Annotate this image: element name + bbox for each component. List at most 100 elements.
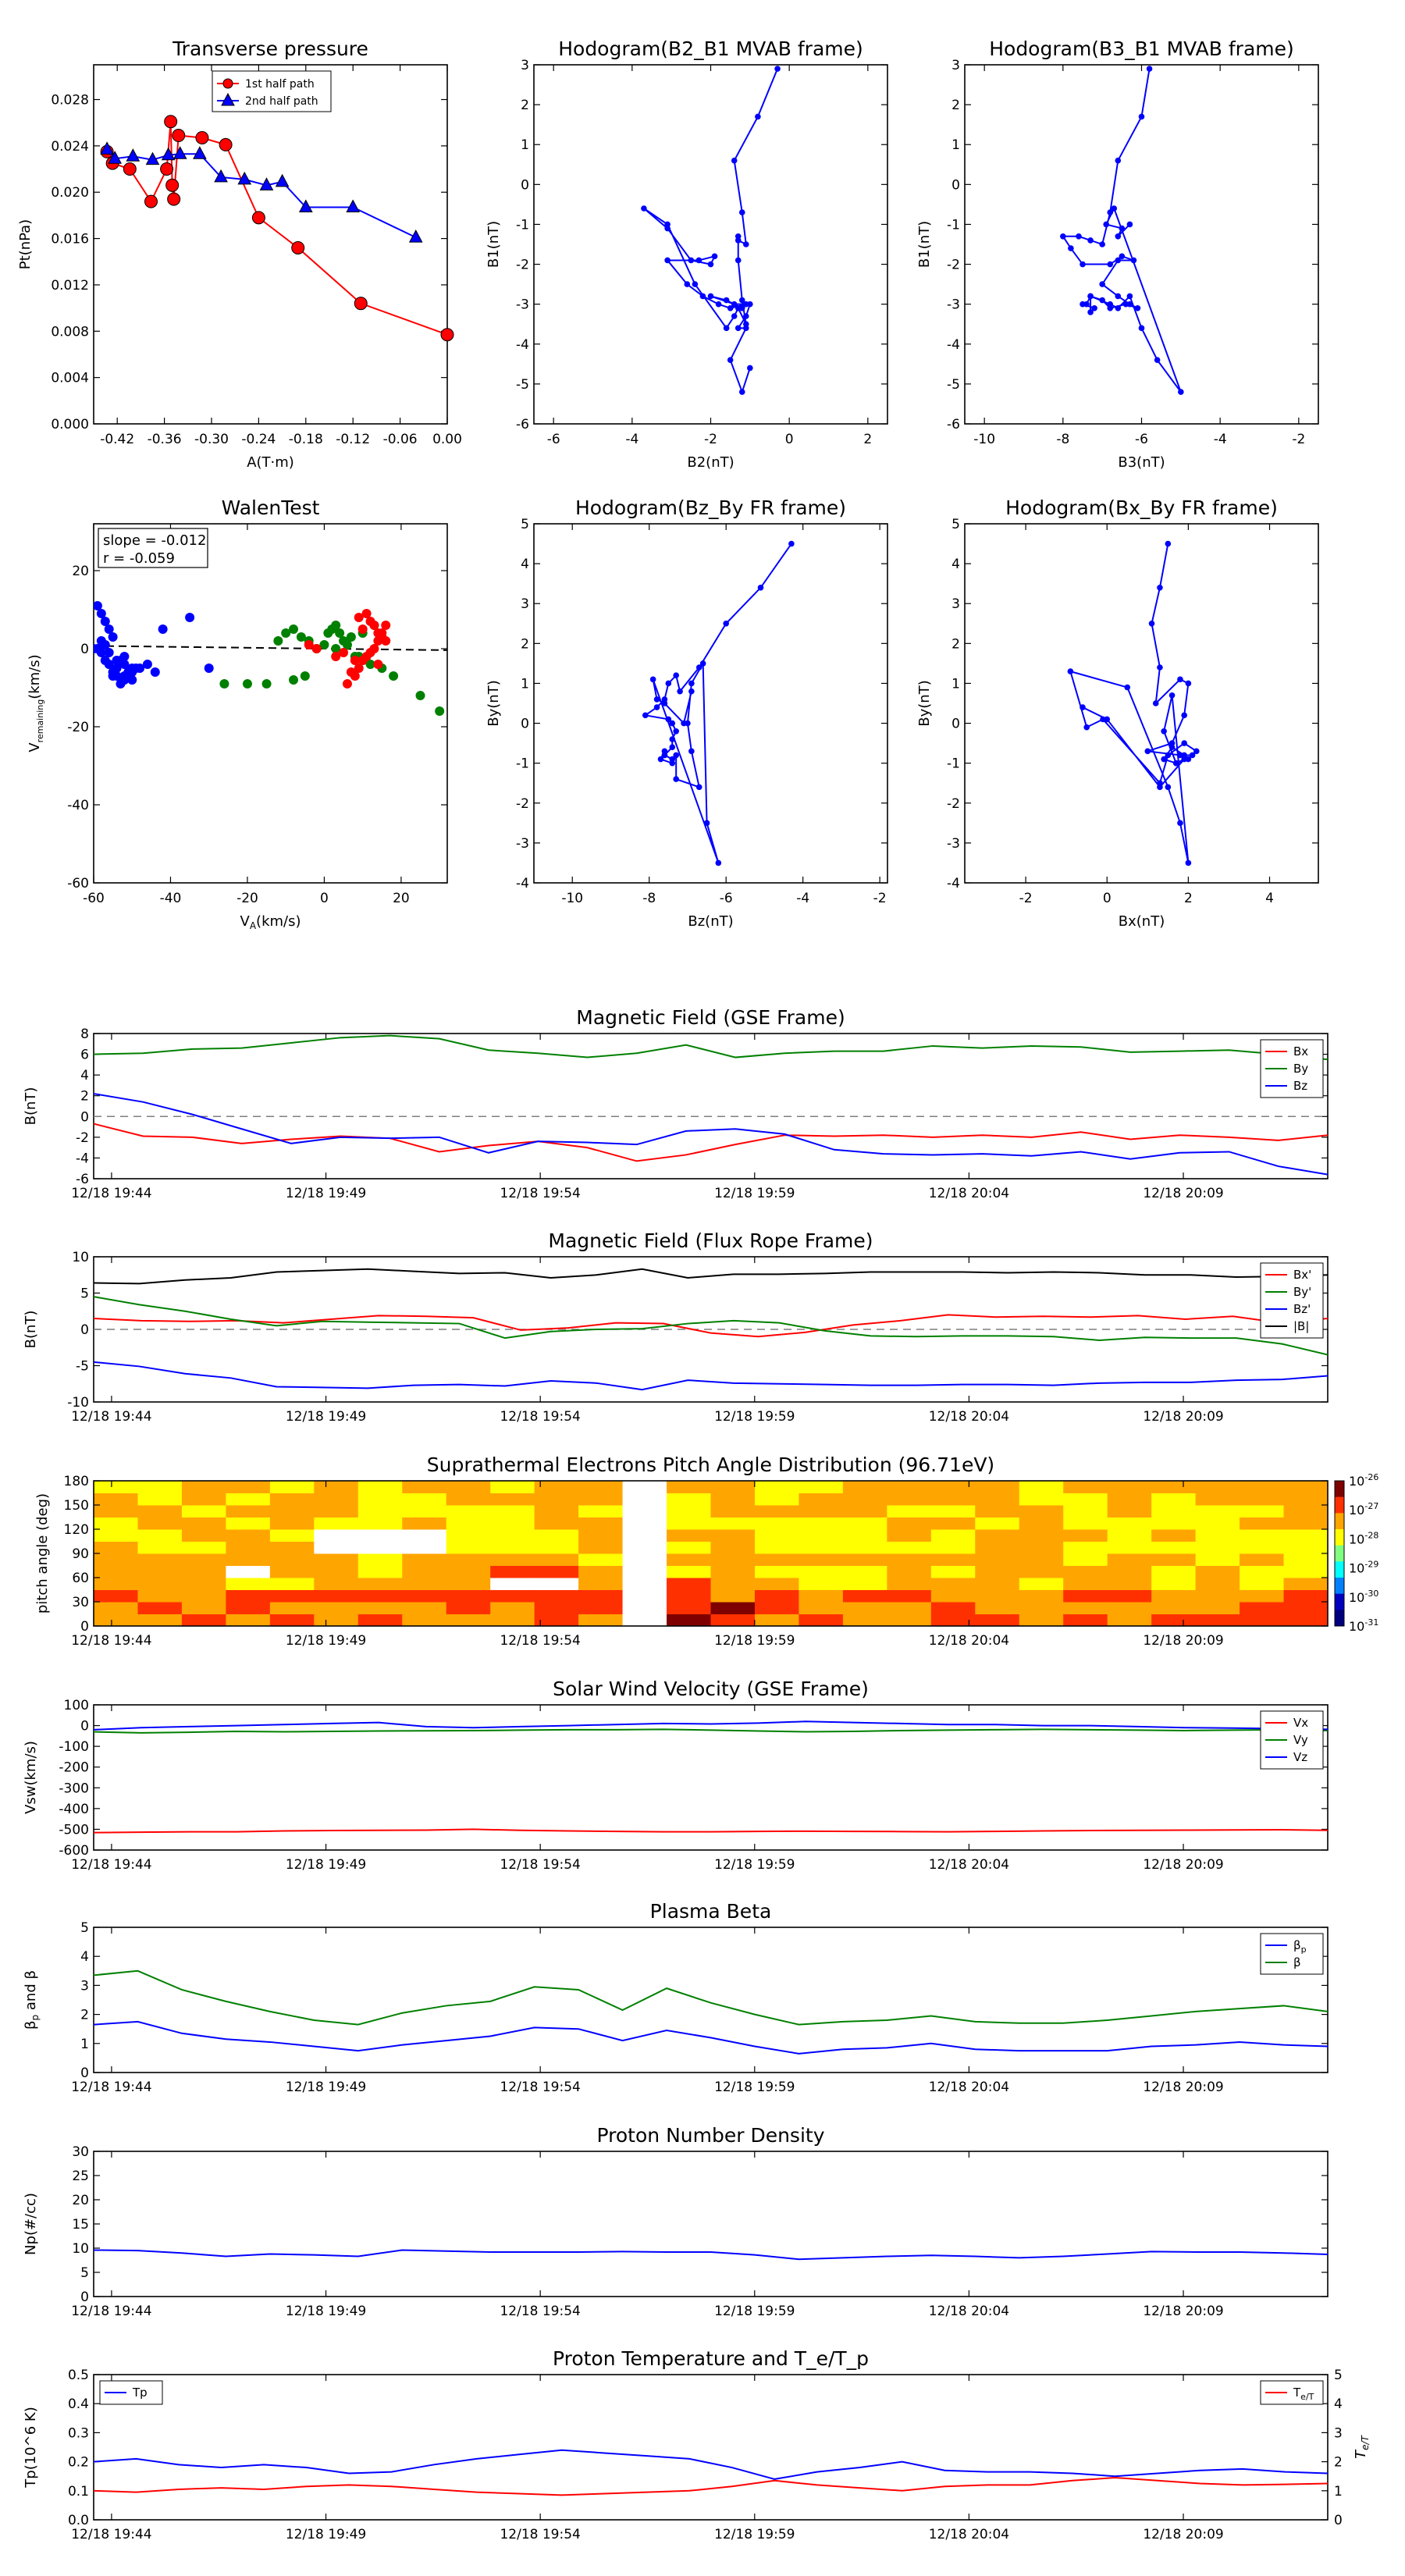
data-point [1165, 752, 1172, 759]
chart-h1: Hodogram(B2_B1 MVAB frame) -6 -5 -4 -3 -2 -1 0 1… [486, 37, 888, 471]
x-tick-label: 12/18 19:54 [500, 2080, 580, 2095]
heatmap-cell [1283, 1481, 1329, 1493]
y-tick-label: 0.028 [51, 93, 89, 109]
chart-h4: Hodogram(Bx_By FR frame) -4 -3 -2 -1 0 1 2 3 4 5 -2… [916, 496, 1319, 930]
legend-label: β [1293, 1955, 1301, 1969]
data-point [1115, 257, 1122, 264]
heatmap-cell [534, 1614, 579, 1627]
data-point [743, 325, 749, 332]
annotation-box [98, 528, 208, 568]
data-point [707, 293, 714, 300]
data-point [1134, 304, 1141, 311]
x-tick-label: 12/18 19:54 [500, 1186, 580, 1201]
data-point [1126, 221, 1133, 228]
heatmap-cell [975, 1541, 1020, 1554]
x-tick-label: 0 [1103, 891, 1112, 906]
y-tick-label: 100 [64, 1698, 89, 1713]
heatmap-cell [930, 1589, 976, 1603]
chart-tp: Proton Temperature and T_e/T_p 0.0 0.1 0.2 0… [23, 2347, 1371, 2542]
legend-label: By' [1293, 1285, 1311, 1299]
x-tick-label: -20 [237, 891, 258, 906]
heatmap-cell [1063, 1481, 1108, 1493]
y-tick-label: -4 [947, 876, 960, 891]
heatmap-cell [842, 1505, 887, 1517]
label-part: By [1293, 1062, 1308, 1076]
heatmap-cell [754, 1578, 799, 1590]
heatmap-cell [667, 1565, 711, 1578]
heatmap-cell [754, 1517, 799, 1530]
data-point [1076, 233, 1082, 240]
heatmap-cell [357, 1505, 403, 1517]
x-tick-label: 12/18 20:09 [1143, 2527, 1223, 2542]
heatmap-cell [667, 1614, 711, 1627]
heatmap-cell [1063, 1614, 1108, 1627]
heatmap-cell [94, 1517, 138, 1530]
heatmap-cell [975, 1493, 1020, 1506]
label-part: Bz [1293, 1079, 1307, 1093]
x-tick-label: -0.12 [336, 432, 370, 447]
heatmap-cell [622, 1505, 667, 1517]
data-point [108, 632, 118, 642]
heatmap-cell [622, 1589, 667, 1603]
heatmap-cell [137, 1602, 183, 1614]
heatmap-cell [137, 1505, 183, 1517]
label-sup: -28 [1364, 1530, 1378, 1540]
heatmap-cell [94, 1493, 138, 1506]
heatmap-cell [1151, 1565, 1197, 1578]
data-point [673, 728, 679, 735]
heatmap-cell [754, 1541, 799, 1554]
colorbar-segment [1335, 1496, 1344, 1514]
heatmap-cell [710, 1578, 756, 1590]
heatmap-cell [622, 1578, 667, 1590]
label-sub: p [30, 2015, 41, 2021]
series-line-T_e/T_p [94, 2477, 1328, 2496]
y-tick-label: 30 [72, 2144, 89, 2160]
y-axis-label: B1(nT) [486, 221, 502, 268]
label-part: T [1353, 2449, 1369, 2459]
data-point [703, 820, 710, 827]
y-axis-label: βp and β [23, 1970, 41, 2030]
heatmap-cell [1063, 1578, 1108, 1590]
x-tick-label: 12/18 19:49 [286, 2527, 366, 2542]
data-point [96, 609, 106, 618]
data-point [331, 652, 341, 661]
data-point [669, 744, 676, 751]
plot-frame [93, 2374, 1329, 2521]
heatmap-cell [534, 1578, 579, 1590]
heatmap-cell [534, 1493, 579, 1506]
heatmap-cell [754, 1481, 799, 1493]
label-part: B(nT) [23, 1087, 39, 1126]
x-tick-label: 20 [393, 891, 410, 906]
data-point [373, 660, 383, 669]
heatmap-cell [842, 1541, 887, 1554]
y-tick-label: -1 [947, 756, 960, 772]
label-part: and β [23, 1970, 39, 2015]
heatmap-cell [1019, 1481, 1064, 1493]
heatmap-cell [314, 1505, 359, 1517]
data-point [339, 648, 349, 657]
data-point [1189, 752, 1196, 759]
heatmap-cell [446, 1589, 491, 1603]
heatmap-cell [930, 1541, 976, 1554]
heatmap-cell [1063, 1565, 1108, 1578]
heatmap-cell [842, 1553, 887, 1566]
heatmap-cell [226, 1589, 271, 1603]
chart-title: Plasma Beta [650, 1900, 772, 1923]
x-tick-label: 2 [1184, 891, 1193, 906]
y-tick-label: 0.000 [51, 417, 89, 432]
data-point [1119, 253, 1126, 260]
data-point [369, 644, 379, 653]
data-point [145, 151, 160, 165]
data-point [665, 716, 672, 723]
data-point [1099, 297, 1105, 304]
data-point [1144, 748, 1151, 755]
data-point [649, 676, 656, 683]
heatmap-cell [1240, 1529, 1285, 1542]
y-tick-label: 5 [951, 517, 960, 532]
data-point [1148, 620, 1155, 627]
heatmap-cell [490, 1602, 535, 1614]
heatmap-cell [314, 1529, 359, 1542]
data-point [242, 679, 252, 688]
data-point [108, 151, 123, 164]
data-point [688, 257, 695, 264]
